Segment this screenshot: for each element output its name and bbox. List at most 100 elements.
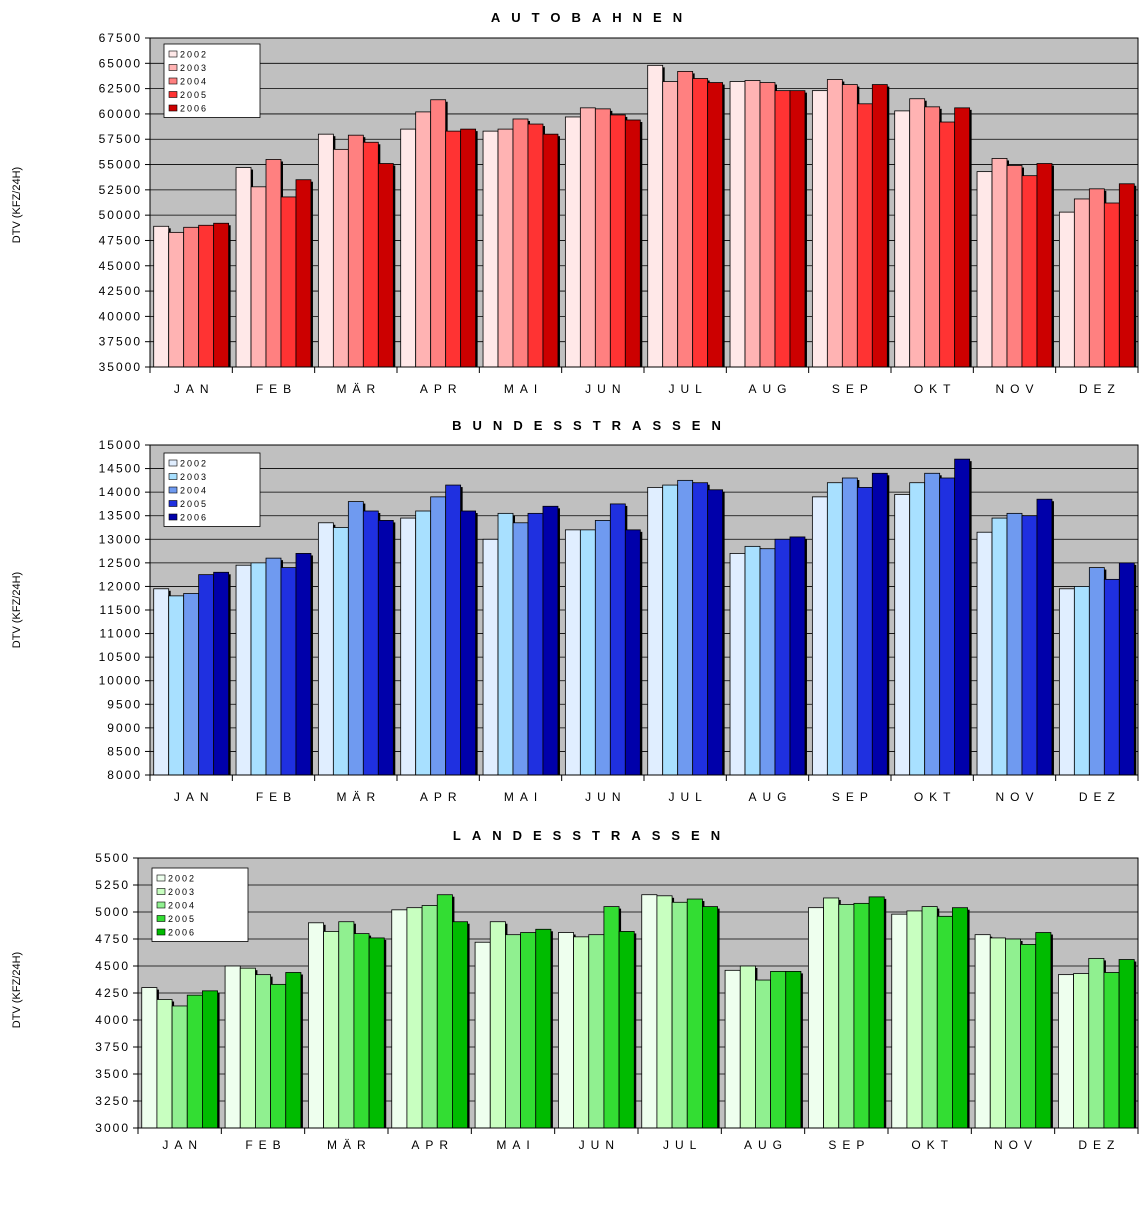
bar xyxy=(1088,958,1105,1129)
y-tick-label: 37500 xyxy=(99,335,142,349)
bar xyxy=(954,107,971,368)
autobahnen-chart: AUTOBAHNEN DTV (KFZ/24H) 35000 37500 40000… xyxy=(11,10,1139,396)
y-ticks: 8000 8500 9000 9500 10000 10500 11000 11500 1200… xyxy=(99,438,150,782)
legend-swatch xyxy=(156,874,166,882)
bar xyxy=(460,128,477,368)
bar xyxy=(1006,165,1023,368)
bar xyxy=(924,106,941,368)
x-tick-label: APR xyxy=(411,1138,454,1152)
x-tick-label: AUG xyxy=(748,790,792,804)
bar xyxy=(280,567,297,776)
bar xyxy=(171,1005,188,1129)
bundesstrassen-chart: BUNDESSTRASSEN DTV (KFZ/24H) 8000 8500 900… xyxy=(11,418,1139,804)
bar xyxy=(391,909,408,1129)
x-tick-label: MÄR xyxy=(336,790,381,804)
y-tick-label: 55000 xyxy=(99,158,142,172)
bar xyxy=(677,479,694,776)
bar xyxy=(362,510,379,776)
bar xyxy=(452,921,468,1129)
bar xyxy=(255,974,271,1129)
bar xyxy=(739,965,756,1129)
x-tick-label: JUL xyxy=(668,790,707,804)
bar xyxy=(594,108,611,368)
bar xyxy=(542,133,559,368)
bar xyxy=(603,906,620,1129)
y-tick-label: 10500 xyxy=(99,650,142,664)
bar xyxy=(497,512,514,776)
bar xyxy=(270,983,287,1129)
bar xyxy=(707,82,724,368)
bar xyxy=(838,904,855,1129)
bar xyxy=(377,520,394,776)
bar xyxy=(250,186,267,368)
x-tick-label: FEB xyxy=(245,1138,286,1152)
legend-box xyxy=(163,452,261,527)
x-ticks: JAN FEB MÄR APR MAI JUN JUL AUG SEP OKT NOV DEZ xyxy=(149,775,1139,804)
bar xyxy=(588,934,605,1129)
bar xyxy=(744,545,761,776)
bar xyxy=(785,970,802,1129)
bar xyxy=(841,84,858,368)
bar xyxy=(1058,974,1074,1129)
bar xyxy=(647,487,664,776)
bar xyxy=(445,130,462,368)
x-tick-label: AUG xyxy=(748,382,792,396)
x-tick-label: NOV xyxy=(995,790,1039,804)
bar xyxy=(826,482,843,776)
bar xyxy=(415,111,432,368)
bar xyxy=(430,496,447,776)
bar xyxy=(542,505,559,776)
y-tick-label: 11000 xyxy=(100,627,142,641)
legend-swatch xyxy=(168,91,178,98)
bars xyxy=(153,458,1137,776)
bar xyxy=(841,477,858,776)
bar xyxy=(332,148,349,368)
y-tick-label: 5250 xyxy=(95,878,130,892)
bar xyxy=(909,98,926,368)
legend-box xyxy=(151,867,249,942)
bar xyxy=(811,90,828,368)
x-tick-label: JAN xyxy=(162,1138,203,1152)
y-tick-label: 4000 xyxy=(95,1013,130,1027)
y-tick-label: 5500 xyxy=(95,851,130,865)
bar xyxy=(564,529,581,776)
bar xyxy=(894,494,911,776)
bar xyxy=(989,937,1006,1129)
legend-swatch xyxy=(168,104,178,112)
bar xyxy=(153,225,170,368)
y-tick-label: 14000 xyxy=(99,485,142,499)
x-tick-label: OKT xyxy=(914,790,957,804)
bar xyxy=(250,562,267,776)
bar xyxy=(353,933,370,1129)
bar xyxy=(1036,498,1053,776)
bar xyxy=(347,134,364,368)
bar xyxy=(954,458,971,776)
bar xyxy=(974,934,991,1129)
bar xyxy=(891,913,908,1129)
x-tick-label: MÄR xyxy=(327,1138,372,1152)
bar xyxy=(647,64,664,368)
y-tick-label: 62500 xyxy=(99,82,142,96)
y-tick-label: 3750 xyxy=(95,1040,130,1054)
y-tick-label: 3000 xyxy=(95,1121,130,1135)
legend-swatch xyxy=(168,500,178,507)
bar xyxy=(624,529,641,776)
legend-label: 2006 xyxy=(168,928,196,938)
legend-swatch xyxy=(156,888,166,895)
bar xyxy=(168,231,185,368)
bar xyxy=(153,588,170,776)
bar xyxy=(1073,586,1090,776)
bar xyxy=(744,80,761,368)
bar xyxy=(1073,973,1090,1129)
bar xyxy=(991,517,1008,776)
legend-label: 2005 xyxy=(180,499,208,509)
bar xyxy=(497,128,514,368)
x-tick-label: MAI xyxy=(496,1138,535,1152)
bar xyxy=(235,167,252,368)
bar xyxy=(445,484,462,776)
bar xyxy=(939,477,956,776)
bar xyxy=(692,482,709,776)
bar xyxy=(808,907,824,1129)
y-tick-label: 13500 xyxy=(99,509,142,523)
y-tick-label: 11500 xyxy=(100,603,142,617)
